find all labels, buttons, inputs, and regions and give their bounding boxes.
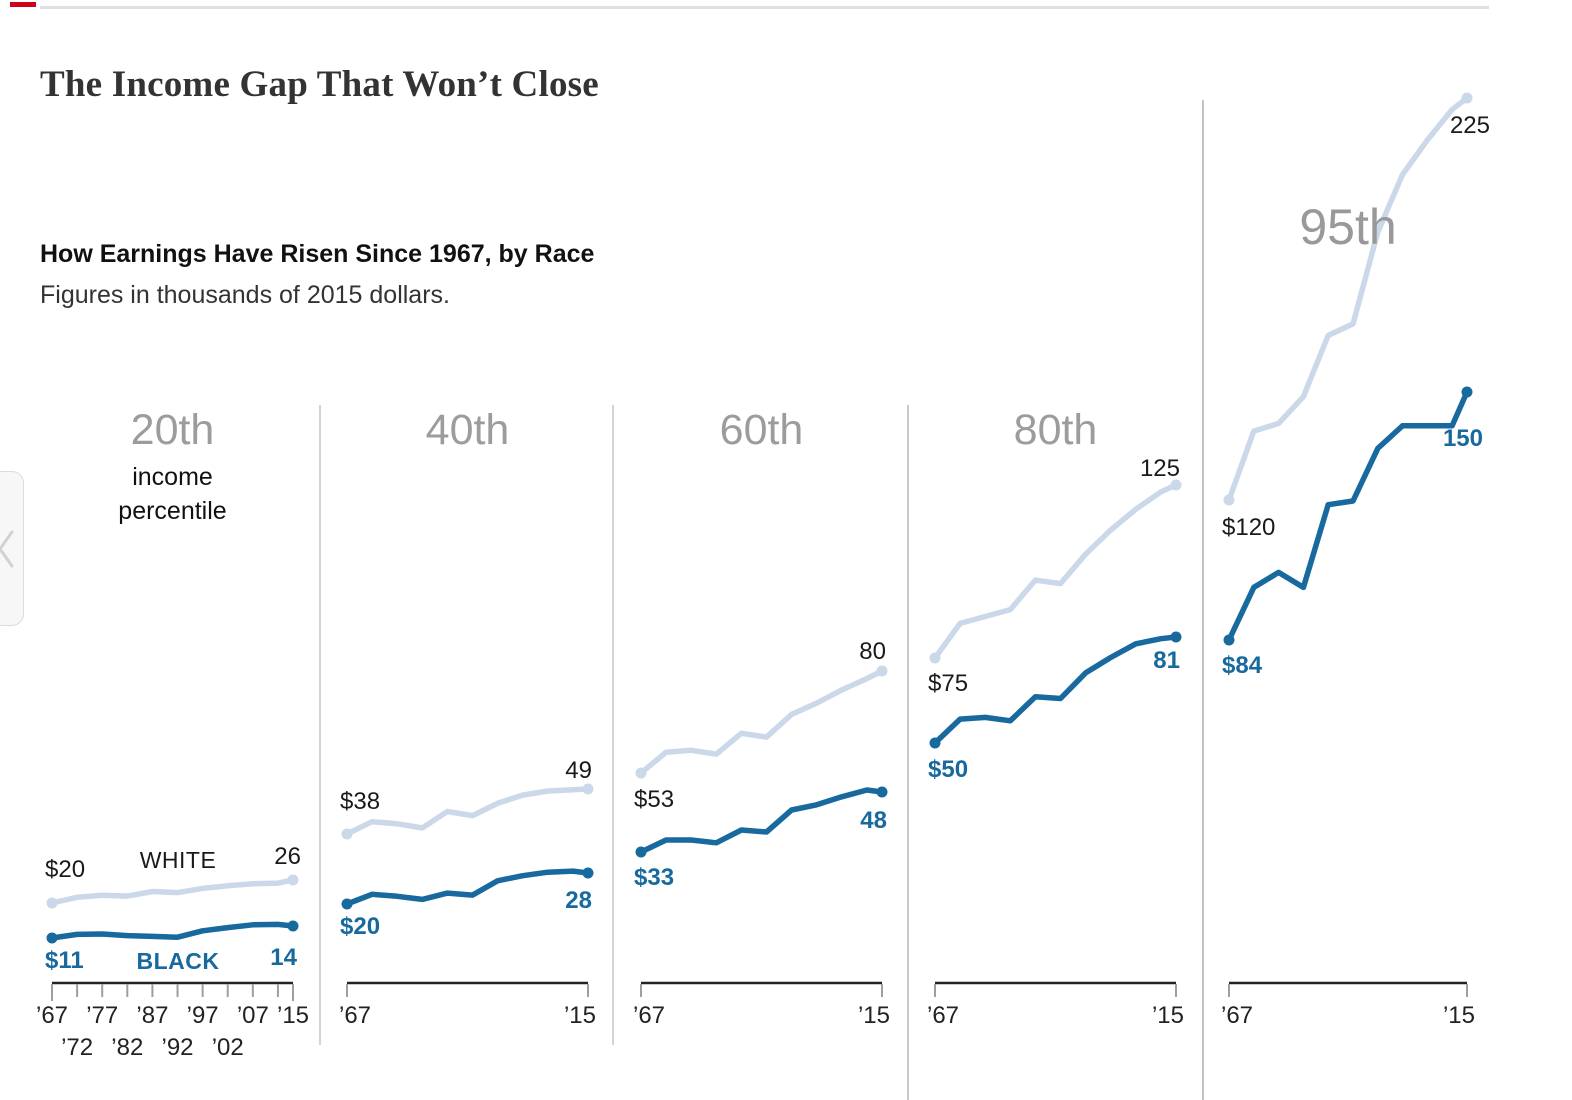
white-series-line-80th: [932, 482, 1179, 661]
series-start-dot: [46, 932, 58, 944]
previous-chart-button[interactable]: [0, 471, 24, 626]
white-start-value: $53: [634, 786, 675, 813]
black-start-value: $50: [928, 756, 969, 783]
white-end-value: 49: [565, 757, 592, 784]
series-end-dot: [582, 867, 594, 879]
series-end-dot: [1461, 92, 1473, 104]
panel-header-60th: 60th: [719, 406, 804, 454]
black-series-line-60th: [638, 787, 885, 855]
white-end-value: 125: [1139, 455, 1180, 482]
chart-subtitle: How Earnings Have Risen Since 1967, by R…: [40, 240, 595, 268]
series-end-dot: [582, 783, 594, 795]
series-end-dot: [287, 920, 299, 932]
black-series-line-95th: [1226, 389, 1470, 643]
black-end-value: 28: [565, 887, 592, 914]
panel-header-40th: 40th: [425, 406, 510, 454]
series-start-dot: [341, 898, 353, 910]
white-start-value: $75: [928, 670, 969, 697]
white-start-value: $38: [340, 788, 381, 815]
series-end-dot: [876, 786, 888, 798]
panel-header-80th: 80th: [1013, 406, 1098, 454]
series-start-dot: [635, 846, 647, 858]
black-end-value: 150: [1442, 425, 1483, 452]
series-end-dot: [1461, 386, 1473, 398]
x-axis-start-label: ’67: [633, 1002, 666, 1029]
legend-white-label: WHITE: [139, 847, 217, 873]
series-end-dot: [1170, 631, 1182, 643]
black-start-value: $11: [45, 947, 84, 974]
x-tick-label: ’82: [111, 1034, 144, 1061]
white-series-line-40th: [344, 786, 591, 837]
panel-header-95th: 95th: [1299, 199, 1397, 255]
x-axis-start-label: ’67: [927, 1002, 960, 1029]
x-axis-start-label: ’67: [1221, 1002, 1254, 1029]
x-tick-label: ’77: [86, 1002, 119, 1029]
x-axis-end-label: ’15: [857, 1002, 890, 1029]
red-accent-dash: [10, 2, 36, 7]
white-end-value: 26: [274, 843, 301, 870]
x-tick-label: ’97: [186, 1002, 219, 1029]
x-tick-label: ’92: [161, 1034, 194, 1061]
white-series-line-95th: [1226, 95, 1470, 503]
x-tick-label: ’02: [211, 1034, 244, 1061]
series-start-dot: [341, 828, 353, 840]
page-title: The Income Gap That Won’t Close: [40, 63, 599, 105]
x-tick-label: ’07: [236, 1002, 269, 1029]
black-start-value: $20: [340, 913, 381, 940]
chart-units-note: Figures in thousands of 2015 dollars.: [40, 281, 450, 309]
legend-black-label: BLACK: [136, 948, 220, 974]
series-end-dot: [876, 665, 888, 677]
series-end-dot: [1170, 479, 1182, 491]
white-series-line-60th: [638, 668, 885, 776]
white-end-value: 225: [1449, 112, 1490, 139]
black-series-line-40th: [344, 868, 591, 907]
series-start-dot: [929, 737, 941, 749]
white-end-value: 80: [859, 638, 886, 665]
x-axis-end-label: ’15: [1442, 1002, 1475, 1029]
black-start-value: $33: [634, 864, 675, 891]
series-start-dot: [929, 652, 941, 664]
series-start-dot: [1223, 634, 1235, 646]
x-tick-label: ’72: [61, 1034, 94, 1061]
black-start-value: $84: [1222, 652, 1263, 679]
panel-header-note: income percentile: [118, 463, 227, 525]
top-divider-rule: [40, 6, 1489, 9]
x-axis-end-label: ’15: [1151, 1002, 1184, 1029]
x-axis-start-label: ’67: [339, 1002, 372, 1029]
black-end-value: 48: [860, 807, 887, 834]
x-tick-label: ’67: [35, 1002, 69, 1029]
x-tick-label: ’15: [276, 1002, 310, 1029]
panel-header-20th: 20th: [130, 406, 215, 454]
white-series-line-20th: [49, 877, 296, 906]
series-end-dot: [287, 874, 299, 886]
white-start-value: $20: [45, 856, 86, 883]
black-end-value: 81: [1153, 647, 1180, 674]
white-start-value: $120: [1222, 514, 1276, 541]
x-axis-end-label: ’15: [563, 1002, 596, 1029]
series-start-dot: [1223, 494, 1235, 506]
black-end-value: 14: [270, 944, 297, 971]
series-start-dot: [635, 767, 647, 779]
black-series-line-80th: [932, 634, 1179, 746]
series-start-dot: [46, 897, 58, 909]
black-series-line-20th: [49, 921, 296, 941]
x-tick-label: ’87: [136, 1002, 169, 1029]
